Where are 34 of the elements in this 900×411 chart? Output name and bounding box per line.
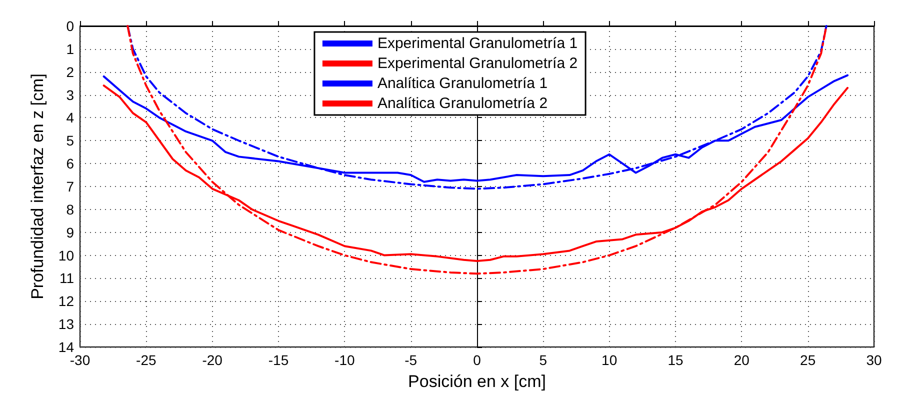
y-tick-label: 5: [66, 132, 74, 149]
y-tick-label: 4: [66, 110, 74, 126]
x-tick-label: -5: [404, 352, 418, 368]
legend-label: Analítica Granulometría 2: [377, 95, 548, 112]
x-tick-label: -20: [202, 352, 223, 368]
y-tick-label: 11: [59, 270, 74, 286]
y-tick-label: 14: [58, 339, 74, 355]
x-tick-label: -10: [334, 352, 355, 368]
x-tick-label: -30: [70, 352, 90, 368]
x-axis-title: Posición en x [cm]: [408, 372, 546, 391]
y-tick-label: 1: [66, 40, 74, 57]
y-tick-label: 10: [58, 247, 74, 264]
x-tick-label: -25: [136, 352, 156, 368]
x-tick-label: 20: [734, 352, 750, 368]
y-tick-label: 2: [66, 64, 74, 80]
y-tick-label: 8: [66, 201, 74, 218]
x-tick-label: 0: [473, 352, 482, 368]
y-axis-title: Profundidad interfaz en z [cm]: [28, 74, 47, 300]
y-tick-label: 12: [58, 293, 74, 310]
legend-label: Analítica Granulometría 1: [377, 75, 548, 92]
x-tick-label: -15: [268, 352, 289, 368]
x-tick-label: 5: [539, 352, 548, 368]
y-tick-label: 3: [66, 86, 74, 103]
x-tick-label: 10: [602, 352, 618, 368]
x-tick-label: 25: [800, 352, 816, 368]
legend-label: Experimental Granulometría 2: [377, 55, 578, 72]
y-tick-label: 0: [66, 18, 74, 34]
x-tick-label: 30: [866, 352, 882, 368]
legend-label: Experimental Granulometría 1: [377, 35, 578, 52]
x-tick-label: 15: [668, 352, 684, 368]
y-tick-label: 13: [58, 316, 74, 332]
y-tick-label: 7: [66, 178, 74, 194]
y-tick-label: 9: [66, 224, 74, 240]
y-tick-label: 6: [66, 156, 74, 172]
